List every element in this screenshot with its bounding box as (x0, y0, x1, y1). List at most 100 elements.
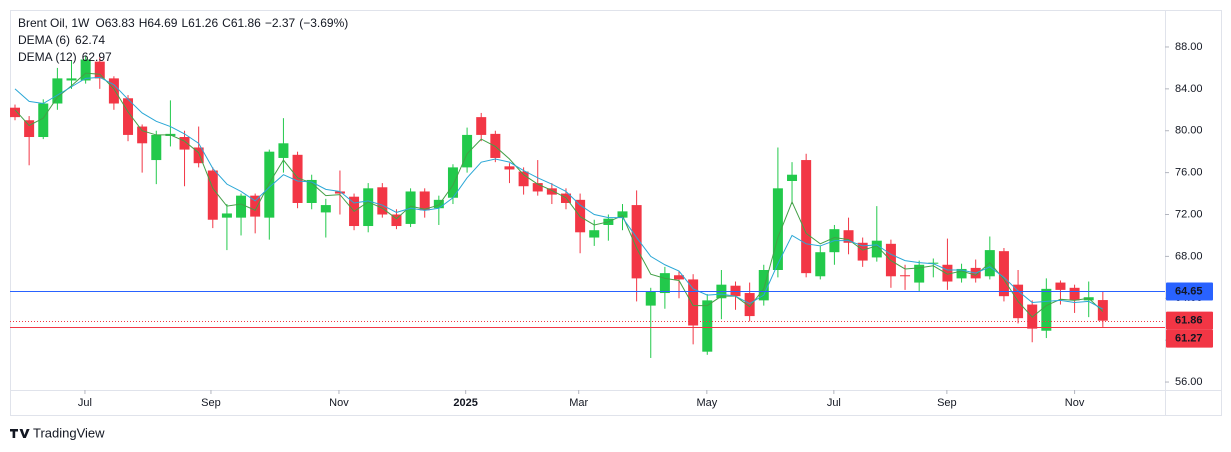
candle-body (236, 195, 247, 218)
candle-body (914, 264, 925, 283)
candle-body (546, 188, 557, 195)
y-tick-label: 88.00 (1175, 41, 1203, 53)
candle-body (250, 195, 261, 217)
candle-body (207, 170, 218, 220)
plot: 56.0060.0064.0068.0072.0076.0080.0084.00… (10, 41, 1203, 409)
candle-body (871, 240, 882, 258)
candle-body (363, 188, 374, 227)
candle-body (391, 214, 402, 227)
legend-text: L (181, 16, 188, 30)
candle-body (377, 187, 388, 215)
candle-body (433, 199, 444, 209)
candle-body (278, 143, 289, 158)
candle-body (674, 275, 685, 280)
logo-icon (10, 429, 30, 438)
candle-body (1097, 300, 1108, 321)
candle-body (221, 213, 232, 218)
candle-body (10, 107, 21, 118)
candle-body (38, 103, 49, 138)
candle-body (758, 270, 769, 301)
legend-text: C (222, 16, 231, 30)
x-tick-label: Jul (827, 397, 841, 409)
candle-body (504, 166, 515, 170)
candle-body (801, 160, 812, 274)
legend-text: 62.97 (82, 50, 112, 64)
candle-body (94, 61, 105, 79)
candle-body (617, 211, 628, 218)
candle-body (108, 78, 119, 104)
candle-body (702, 300, 713, 352)
candle-body (462, 134, 473, 168)
y-tick-label: 80.00 (1175, 125, 1203, 137)
candle-body (320, 205, 331, 213)
y-tick-label: 56.00 (1175, 376, 1203, 388)
candle-body (772, 188, 783, 270)
x-tick-label: Mar (569, 397, 588, 409)
x-tick-label: Nov (1065, 397, 1085, 409)
legend-text: 63.83 (105, 16, 135, 30)
y-tick-label: 72.00 (1175, 208, 1203, 220)
candle-body (631, 205, 642, 279)
candle-body (1055, 282, 1066, 290)
candle-body (292, 154, 303, 203)
legend-text: (−3.69%) (299, 16, 348, 30)
legend-text: −2.37 (265, 16, 296, 30)
legend-text: DEMA (12) (18, 50, 77, 64)
x-tick-label: Sep (937, 397, 957, 409)
legend-text: 62.74 (75, 33, 105, 47)
candle-body (645, 291, 656, 306)
price-label-box (1166, 282, 1213, 301)
chart-frame (10, 10, 1222, 416)
overlay: 64.65 61.86 61.27 Brent Oil, 1W O 63.83 H 64.69… (10, 16, 1213, 348)
candle-body (193, 147, 204, 164)
legend-text: DEMA (6) (18, 33, 70, 47)
candle-body (589, 230, 600, 238)
candle-body (998, 251, 1009, 297)
candle-body (1041, 288, 1052, 331)
x-tick-label: May (696, 397, 717, 409)
y-tick-label: 84.00 (1175, 83, 1203, 95)
candle-body (123, 98, 134, 135)
x-tick-label: Sep (201, 397, 221, 409)
candle-body (815, 252, 826, 277)
candle-body (306, 179, 317, 203)
brand-name: TradingView (33, 425, 105, 440)
candle-body (264, 151, 275, 218)
candle-body (659, 273, 670, 294)
legend-text: 64.69 (147, 16, 177, 30)
candle-body (730, 285, 741, 297)
candle-body (518, 171, 529, 187)
legend-text: Brent Oil, 1W (18, 16, 90, 30)
candle-body (688, 279, 699, 326)
candle-body (66, 78, 77, 81)
candle-body (928, 262, 939, 264)
brand-logo[interactable]: TradingView (10, 425, 105, 440)
candle-body (476, 117, 487, 135)
x-tick-label: 2025 (453, 397, 477, 409)
indicator-line (14, 76, 1104, 310)
legend-text: O (95, 16, 104, 30)
price-label: 61.27 (1175, 333, 1203, 345)
price-label: 61.86 (1175, 315, 1203, 327)
candle-body (151, 134, 162, 161)
y-tick-label: 68.00 (1175, 250, 1203, 262)
candle-body (532, 183, 543, 192)
price-label-box (1166, 329, 1213, 348)
candle-body (1069, 287, 1080, 301)
candle-body (80, 59, 91, 81)
legend-text: 61.26 (188, 16, 218, 30)
candle-body (900, 275, 911, 277)
indicator-line (14, 72, 1104, 318)
candle-body (52, 78, 63, 104)
price-label-box (1166, 311, 1213, 330)
x-tick-label: Jul (78, 397, 92, 409)
candle-body (137, 126, 148, 144)
candle-body (744, 293, 755, 317)
price-label: 64.65 (1175, 285, 1203, 297)
candle-body (857, 242, 868, 261)
candle-body (447, 167, 458, 198)
x-tick-label: Nov (329, 397, 349, 409)
candle-body (24, 120, 35, 138)
candle-body (179, 137, 190, 150)
